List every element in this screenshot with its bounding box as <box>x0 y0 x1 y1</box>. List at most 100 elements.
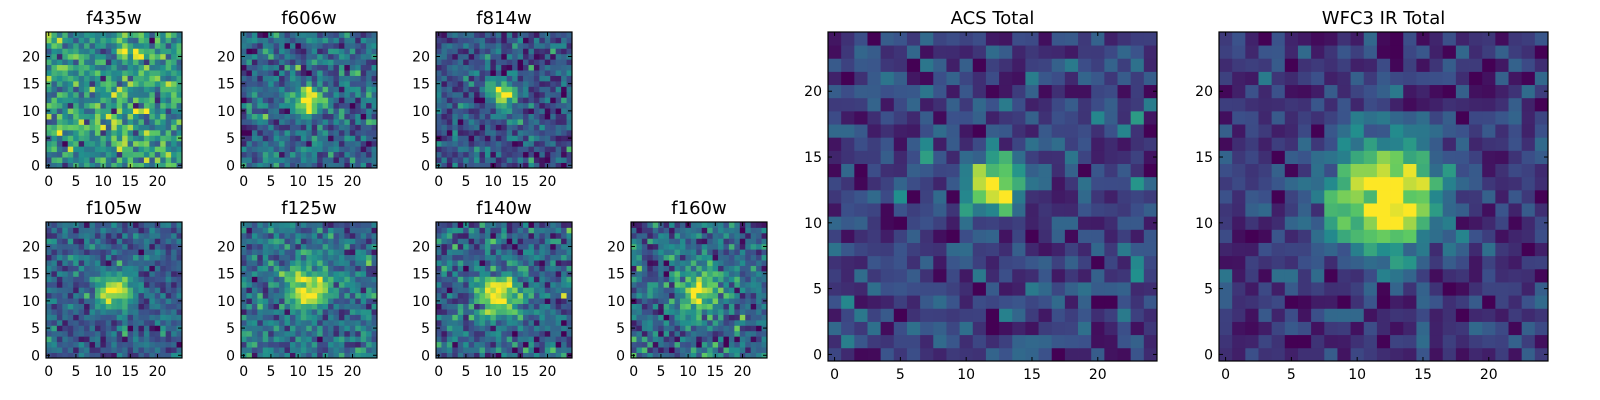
heatmap-cell <box>338 238 345 245</box>
heatmap-cell <box>739 238 746 245</box>
heatmap-cell <box>328 270 334 277</box>
panel-title: f105w <box>86 198 141 219</box>
heatmap-cell <box>138 157 145 163</box>
y-tick-label: 20 <box>412 239 430 255</box>
heatmap-cells <box>828 32 1158 362</box>
heatmap-cell <box>854 189 868 204</box>
heatmap-cell <box>46 232 52 239</box>
heatmap-cell <box>739 330 746 337</box>
heatmap-cell <box>1038 334 1053 349</box>
heatmap-cell <box>761 254 768 261</box>
heatmap-cell <box>111 59 118 66</box>
heatmap-cell <box>300 140 307 147</box>
heatmap-cell <box>867 189 882 204</box>
heatmap-cell <box>679 276 686 283</box>
heatmap-cell <box>306 287 313 294</box>
heatmap-cell <box>452 341 459 348</box>
heatmap-cell <box>317 281 323 288</box>
heatmap-cell <box>122 97 128 104</box>
heatmap-cell <box>311 53 318 60</box>
heatmap-cell <box>479 146 486 153</box>
heatmap-cell <box>1078 334 1092 349</box>
heatmap-cell <box>122 59 128 66</box>
heatmap-cell <box>89 102 96 109</box>
y-tick-label: 15 <box>217 267 235 283</box>
heatmap-cell <box>78 352 85 359</box>
heatmap-cell <box>84 352 90 359</box>
heatmap-cell <box>51 254 58 261</box>
heatmap-cell <box>533 254 540 261</box>
heatmap-cell <box>273 124 280 131</box>
heatmap-cell <box>457 48 464 55</box>
heatmap-cell <box>539 151 546 158</box>
heatmap-cell <box>674 336 681 343</box>
heatmap-cell <box>441 292 448 299</box>
heatmap-cell <box>474 330 480 337</box>
heatmap-cell <box>652 287 659 294</box>
heatmap-cell <box>149 222 156 228</box>
heatmap-cell <box>284 151 291 158</box>
heatmap-cell <box>165 70 172 76</box>
heatmap-cell <box>333 298 340 304</box>
heatmap-cell <box>165 146 172 153</box>
heatmap-cell <box>745 330 752 337</box>
heatmap-cell <box>517 232 524 239</box>
heatmap-cell <box>366 146 372 153</box>
heatmap-cell <box>51 336 58 343</box>
heatmap-cell <box>946 189 960 204</box>
heatmap-cell <box>690 265 697 272</box>
heatmap-cell <box>133 238 139 245</box>
heatmap-cell <box>62 309 69 315</box>
heatmap-cell <box>452 254 459 261</box>
heatmap-cell <box>446 42 453 49</box>
heatmap-cell <box>333 347 340 353</box>
heatmap-cell <box>138 86 145 93</box>
heatmap-cell <box>707 270 713 277</box>
heatmap-cell <box>295 59 302 66</box>
heatmap-cell <box>89 281 96 288</box>
heatmap-cell <box>555 325 562 332</box>
y-tick-label: 15 <box>607 267 625 283</box>
heatmap-cell <box>828 150 842 164</box>
heatmap-cell <box>46 309 52 315</box>
heatmap-cell <box>116 113 123 120</box>
heatmap-cell <box>333 314 340 321</box>
heatmap-cell <box>495 325 502 332</box>
heatmap-cell <box>62 260 69 266</box>
heatmap-cell <box>920 242 934 257</box>
heatmap-cell <box>739 254 746 261</box>
heatmap-cell <box>284 249 291 256</box>
heatmap-cell <box>512 325 518 332</box>
heatmap-cell <box>539 243 546 250</box>
heatmap-cell <box>78 265 85 272</box>
heatmap-cell <box>100 292 107 299</box>
heatmap-cell <box>490 75 497 82</box>
x-tick-label: 5 <box>461 174 470 190</box>
heatmap-cell <box>311 309 318 315</box>
heatmap-cell <box>479 238 486 245</box>
heatmap-cell <box>1130 334 1145 349</box>
heatmap-cell <box>100 42 107 49</box>
heatmap-cell <box>663 314 670 321</box>
heatmap-cell <box>647 314 654 321</box>
heatmap-cell <box>550 254 557 261</box>
heatmap-cell <box>360 238 367 245</box>
heatmap-cell <box>701 314 708 321</box>
heatmap-cell <box>906 308 921 322</box>
heatmap-cell <box>279 86 285 93</box>
heatmap-cell <box>262 227 269 234</box>
heatmap-cell <box>544 330 551 337</box>
heatmap-cell <box>1078 347 1092 362</box>
heatmap-cell <box>985 282 1000 296</box>
heatmap-cell <box>517 347 524 353</box>
heatmap-cell <box>246 102 253 109</box>
heatmap-cell <box>366 325 372 332</box>
heatmap-cell <box>105 59 112 66</box>
heatmap-cell <box>300 352 307 359</box>
heatmap-cell <box>663 238 670 245</box>
heatmap-cell <box>311 347 318 353</box>
heatmap-cell <box>56 113 63 120</box>
heatmap-cell <box>631 249 637 256</box>
heatmap-cell <box>555 102 562 109</box>
heatmap-cell <box>127 80 134 87</box>
